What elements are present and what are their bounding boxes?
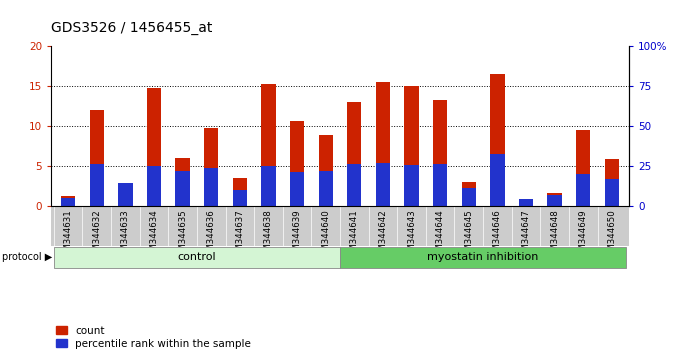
Text: GSM344650: GSM344650 xyxy=(607,209,616,262)
Bar xyxy=(54,247,340,268)
Bar xyxy=(290,172,304,206)
Bar xyxy=(433,164,447,206)
Bar xyxy=(175,171,190,206)
Text: GSM344642: GSM344642 xyxy=(379,209,388,262)
Text: GSM344633: GSM344633 xyxy=(121,209,130,262)
Bar xyxy=(318,136,333,206)
Bar xyxy=(376,164,390,206)
Text: GSM344638: GSM344638 xyxy=(264,209,273,262)
Bar xyxy=(490,154,505,206)
Bar xyxy=(405,86,419,206)
Bar xyxy=(405,165,419,206)
Bar xyxy=(340,247,626,268)
Text: GSM344644: GSM344644 xyxy=(436,209,445,262)
Bar xyxy=(204,128,218,206)
Bar xyxy=(90,164,104,206)
Text: GSM344637: GSM344637 xyxy=(235,209,244,262)
Text: GSM344632: GSM344632 xyxy=(92,209,101,262)
Bar xyxy=(605,179,619,206)
Bar xyxy=(490,74,505,206)
Text: control: control xyxy=(177,252,216,262)
Text: GSM344648: GSM344648 xyxy=(550,209,559,262)
Text: myostatin inhibition: myostatin inhibition xyxy=(428,252,539,262)
Bar xyxy=(90,110,104,206)
Bar xyxy=(261,84,275,206)
Bar xyxy=(576,130,590,206)
Bar xyxy=(376,82,390,206)
Bar xyxy=(204,168,218,206)
Bar xyxy=(462,188,476,206)
Bar xyxy=(347,164,362,206)
Bar xyxy=(147,88,161,206)
Bar xyxy=(347,102,362,206)
Text: GSM344647: GSM344647 xyxy=(522,209,530,262)
Text: GSM344639: GSM344639 xyxy=(292,209,301,262)
Text: GSM344635: GSM344635 xyxy=(178,209,187,262)
Bar xyxy=(547,193,562,206)
Bar xyxy=(118,183,133,206)
Bar xyxy=(547,195,562,206)
Text: GSM344649: GSM344649 xyxy=(579,209,588,262)
Text: GSM344646: GSM344646 xyxy=(493,209,502,262)
Text: GSM344631: GSM344631 xyxy=(64,209,73,262)
Bar xyxy=(290,121,304,206)
Bar xyxy=(576,174,590,206)
Text: GSM344643: GSM344643 xyxy=(407,209,416,262)
Text: GDS3526 / 1456455_at: GDS3526 / 1456455_at xyxy=(51,21,212,35)
Bar xyxy=(318,171,333,206)
Text: GSM344634: GSM344634 xyxy=(150,209,158,262)
Bar xyxy=(261,166,275,206)
Text: GSM344636: GSM344636 xyxy=(207,209,216,262)
Text: protocol ▶: protocol ▶ xyxy=(2,252,52,262)
Bar xyxy=(147,166,161,206)
Bar xyxy=(61,196,75,206)
Bar xyxy=(175,158,190,206)
Text: GSM344640: GSM344640 xyxy=(321,209,330,262)
Bar xyxy=(605,159,619,206)
Bar xyxy=(61,198,75,206)
Bar xyxy=(519,199,533,206)
Text: GSM344645: GSM344645 xyxy=(464,209,473,262)
Bar xyxy=(233,178,247,206)
Bar xyxy=(118,188,133,206)
Bar xyxy=(462,182,476,206)
Legend: count, percentile rank within the sample: count, percentile rank within the sample xyxy=(56,326,251,349)
Text: GSM344641: GSM344641 xyxy=(350,209,359,262)
Bar xyxy=(433,99,447,206)
Bar xyxy=(233,190,247,206)
